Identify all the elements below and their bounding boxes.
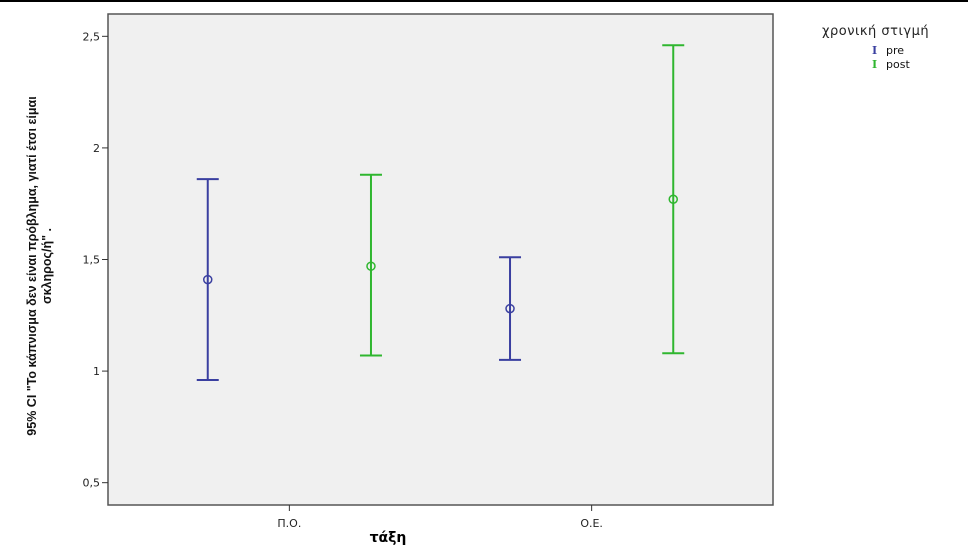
legend-title: χρονική στιγμή (822, 24, 930, 39)
legend-errorbar-icon: I (872, 58, 878, 71)
legend-label-pre: pre (886, 44, 905, 57)
y-tick-label: 1,5 (83, 254, 101, 267)
errorbar-post (359, 173, 382, 357)
errorbar-pre (499, 256, 522, 361)
legend-label-post: post (886, 58, 910, 71)
legend-errorbar-icon: I (872, 44, 878, 57)
y-tick-label: 1 (93, 365, 100, 378)
y-tick-label: 0,5 (83, 477, 101, 490)
errorbar-post (662, 44, 685, 355)
x-tick-label: Π.Ο. (277, 517, 301, 530)
plot-area (107, 13, 774, 506)
y-axis-label-line2: σκληρος/ή" . (40, 228, 54, 304)
error-bars (196, 44, 685, 382)
x-tick-label: Ο.Ε. (580, 517, 603, 530)
y-axis: 0,5 1 1,5 2 2,5 (83, 30, 108, 490)
x-axis-label: τάξη (369, 530, 407, 546)
y-axis-label-line1: 95% CI "Το κάπνισμα δεν είναι πρόβλημα, … (25, 96, 39, 436)
mean-point (668, 194, 678, 204)
y-axis-label: 95% CI "Το κάπνισμα δεν είναι πρόβλημα, … (25, 26, 55, 506)
mean-point (203, 274, 213, 285)
mean-point (505, 303, 515, 314)
y-tick-label: 2 (93, 142, 100, 155)
errorbar-pre (196, 178, 219, 382)
mean-point (366, 261, 376, 271)
x-axis: Π.Ο. Ο.Ε. (277, 505, 603, 530)
top-rule (0, 0, 968, 2)
y-tick-label: 2,5 (83, 30, 101, 43)
